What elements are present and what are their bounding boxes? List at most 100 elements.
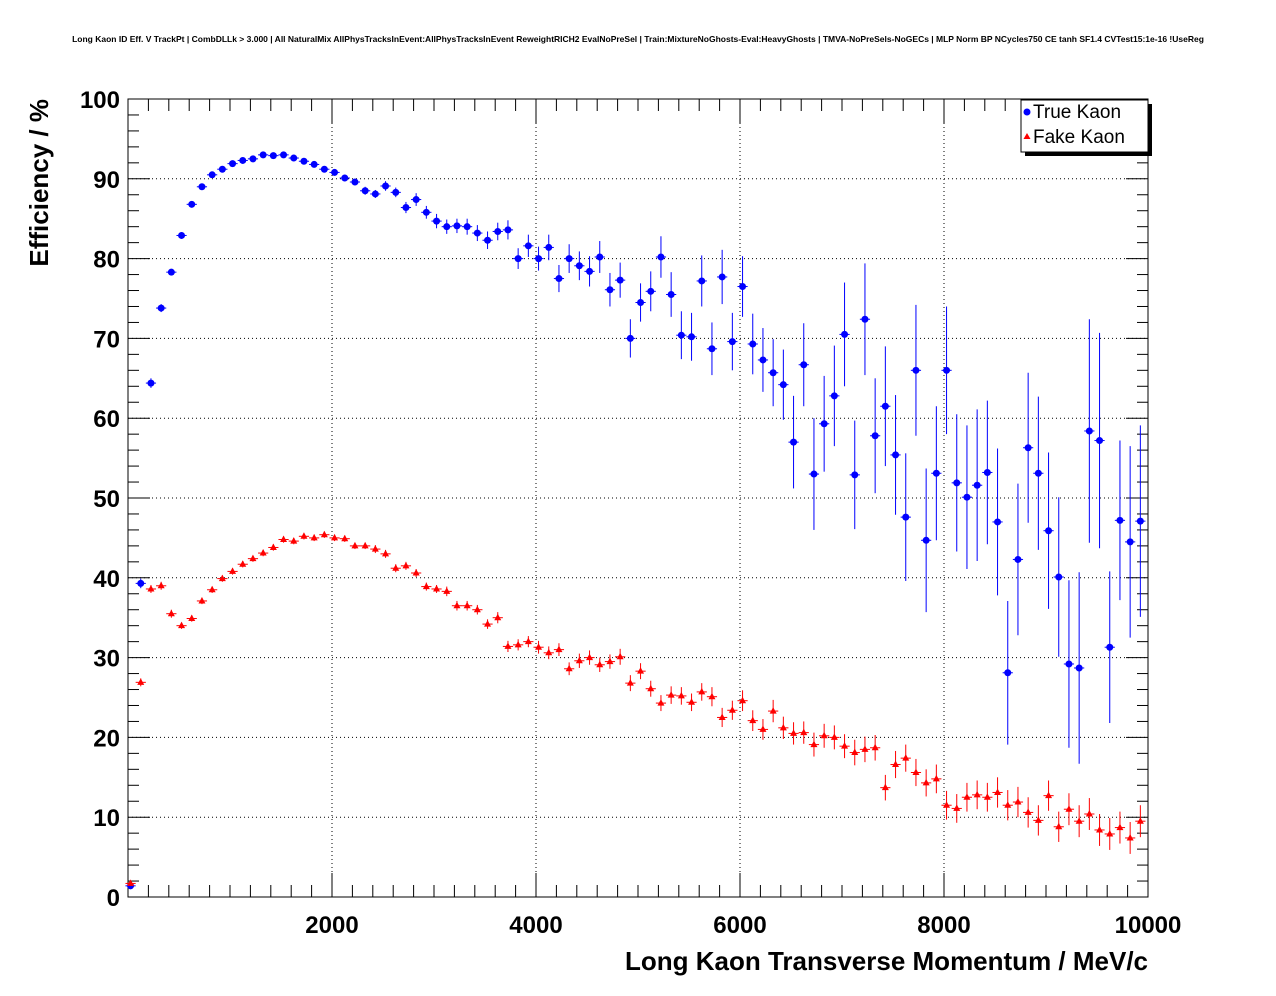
- fake-kaon-point: [749, 716, 757, 724]
- true-kaon-point: [1004, 669, 1012, 677]
- fake-kaon-point: [331, 533, 339, 541]
- y-tick-label: 80: [93, 247, 120, 274]
- true-kaon-point: [739, 283, 747, 291]
- true-kaon-point: [1045, 527, 1053, 535]
- true-kaon-point: [718, 273, 726, 281]
- fake-kaon-point: [983, 793, 991, 800]
- fake-kaon-point: [810, 740, 818, 748]
- fake-kaon-point: [555, 645, 563, 653]
- fake-kaon-point: [932, 774, 940, 782]
- true-kaon-point: [433, 217, 441, 225]
- fake-kaon-point: [1055, 822, 1063, 830]
- true-kaon-point: [178, 231, 186, 239]
- x-tick-label: 2000: [305, 912, 358, 939]
- true-kaon-point: [616, 276, 624, 284]
- fake-kaon-point: [545, 648, 553, 656]
- true-kaon-point: [932, 469, 940, 477]
- true-kaon-point: [310, 160, 318, 168]
- true-kaon-point: [239, 156, 247, 164]
- true-kaon-point: [147, 379, 155, 387]
- fake-kaon-point: [229, 567, 237, 574]
- x-tick-label: 6000: [713, 912, 766, 939]
- fake-kaon-point: [320, 530, 328, 538]
- true-kaon-point: [647, 287, 655, 295]
- true-kaon-point: [698, 277, 706, 285]
- true-kaon-point: [524, 242, 532, 250]
- fake-kaon-point: [912, 768, 920, 776]
- fake-kaon-point: [616, 652, 624, 660]
- true-kaon-point: [1126, 538, 1134, 546]
- fake-kaon-point: [698, 687, 706, 695]
- true-kaon-point: [269, 152, 277, 160]
- true-kaon-point: [881, 402, 889, 410]
- fake-kaon-point: [1136, 817, 1144, 824]
- fake-kaon-point: [147, 584, 155, 592]
- true-kaon-point: [422, 208, 430, 216]
- true-kaon-point: [453, 222, 461, 230]
- fake-kaon-point: [851, 748, 859, 756]
- legend-true-kaon-marker: [1023, 108, 1031, 116]
- fake-kaon-point: [535, 643, 543, 650]
- true-kaon-point: [922, 536, 930, 544]
- true-kaon-point: [300, 157, 308, 165]
- fake-kaon-point: [259, 549, 267, 556]
- fake-kaon-point: [677, 691, 685, 699]
- fake-kaon-point: [1126, 833, 1134, 841]
- series-true-kaon: [125, 151, 1146, 890]
- fake-kaon-point: [728, 706, 736, 713]
- true-kaon-point: [1116, 516, 1124, 524]
- legend-fake-kaon-label: Fake Kaon: [1033, 127, 1125, 148]
- true-kaon-point: [1024, 444, 1032, 452]
- fake-kaon-point: [841, 742, 849, 749]
- true-kaon-point: [1096, 437, 1104, 445]
- true-kaon-point: [586, 267, 594, 275]
- true-kaon-point: [575, 262, 583, 270]
- fake-kaon-point: [871, 743, 879, 751]
- fake-kaon-point: [688, 698, 696, 705]
- fake-kaon-point: [1034, 816, 1042, 823]
- true-kaon-point: [320, 165, 328, 173]
- y-tick-label: 40: [93, 566, 120, 593]
- fake-kaon-point: [473, 605, 481, 613]
- legend-fake-kaon-marker: [1023, 133, 1031, 139]
- fake-kaon-point: [484, 620, 492, 627]
- fake-kaon-point: [188, 614, 196, 621]
- true-kaon-point: [749, 340, 757, 348]
- true-kaon-point: [198, 183, 206, 191]
- true-kaon-point: [1034, 469, 1042, 477]
- true-kaon-point: [392, 188, 400, 196]
- fake-kaon-point: [1004, 801, 1012, 808]
- true-kaon-point: [371, 190, 379, 198]
- true-kaon-point: [208, 171, 216, 179]
- true-kaon-point: [1075, 664, 1083, 672]
- fake-kaon-point: [433, 584, 441, 592]
- y-axis-label: Efficiency / %: [24, 99, 54, 267]
- fake-kaon-point: [1096, 825, 1104, 833]
- true-kaon-point: [514, 255, 522, 263]
- fake-kaon-point: [606, 657, 614, 665]
- true-kaon-point: [331, 168, 339, 176]
- true-kaon-point: [830, 392, 838, 400]
- fake-kaon-point: [790, 729, 798, 736]
- chart-title: Long Kaon ID Eff. V TrackPt | CombDLLk >…: [72, 34, 1204, 44]
- true-kaon-point: [841, 330, 849, 338]
- true-kaon-point: [361, 187, 369, 195]
- data-series: [125, 151, 1146, 890]
- true-kaon-point: [943, 366, 951, 374]
- true-kaon-point: [769, 369, 777, 377]
- true-kaon-point: [688, 333, 696, 341]
- fake-kaon-point: [596, 660, 604, 668]
- true-kaon-point: [157, 304, 165, 312]
- fake-kaon-point: [412, 569, 420, 576]
- fake-kaon-point: [1106, 829, 1114, 837]
- fake-kaon-point: [769, 707, 777, 714]
- true-kaon-point: [229, 160, 237, 168]
- fake-kaon-point: [239, 560, 247, 567]
- fake-kaon-point: [361, 541, 369, 549]
- fake-kaon-point: [453, 601, 461, 609]
- fake-kaon-point: [1116, 823, 1124, 831]
- true-kaon-point: [820, 420, 828, 428]
- fake-kaon-point: [269, 543, 277, 550]
- legend-box: [1020, 99, 1149, 153]
- fake-kaon-point: [178, 621, 186, 629]
